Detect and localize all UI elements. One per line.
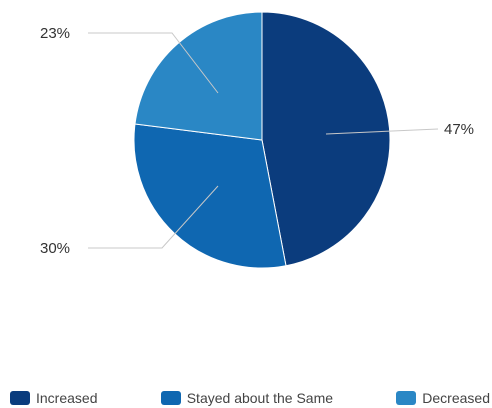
data-label-increased: 47%	[444, 121, 474, 138]
pie-slice-stayed-same	[133, 123, 287, 269]
legend-item-stayed-same: Stayed about the Same	[160, 390, 334, 406]
pie-slice-decreased	[134, 11, 263, 141]
legend-swatch-increased	[10, 391, 30, 405]
pie-chart-svg: 47% 30% 23%	[40, 11, 474, 269]
leader-line-increased	[325, 128, 439, 135]
legend-item-increased: Increased	[10, 390, 97, 406]
leader-line-stayed-same	[88, 185, 219, 249]
legend-label-decreased: Decreased	[422, 390, 490, 406]
legend-item-decreased: Decreased	[396, 390, 490, 406]
legend: Increased Stayed about the Same Decrease…	[10, 388, 490, 408]
legend-label-increased: Increased	[36, 390, 98, 406]
data-label-decreased: 23%	[40, 25, 70, 42]
legend-swatch-decreased	[396, 391, 417, 405]
legend-swatch-stayed-same	[160, 391, 181, 405]
data-label-stayed-same: 30%	[40, 240, 70, 257]
legend-label-stayed-same: Stayed about the Same	[186, 390, 334, 406]
pie-slice-increased	[261, 11, 391, 267]
leader-line-decreased	[88, 32, 219, 94]
